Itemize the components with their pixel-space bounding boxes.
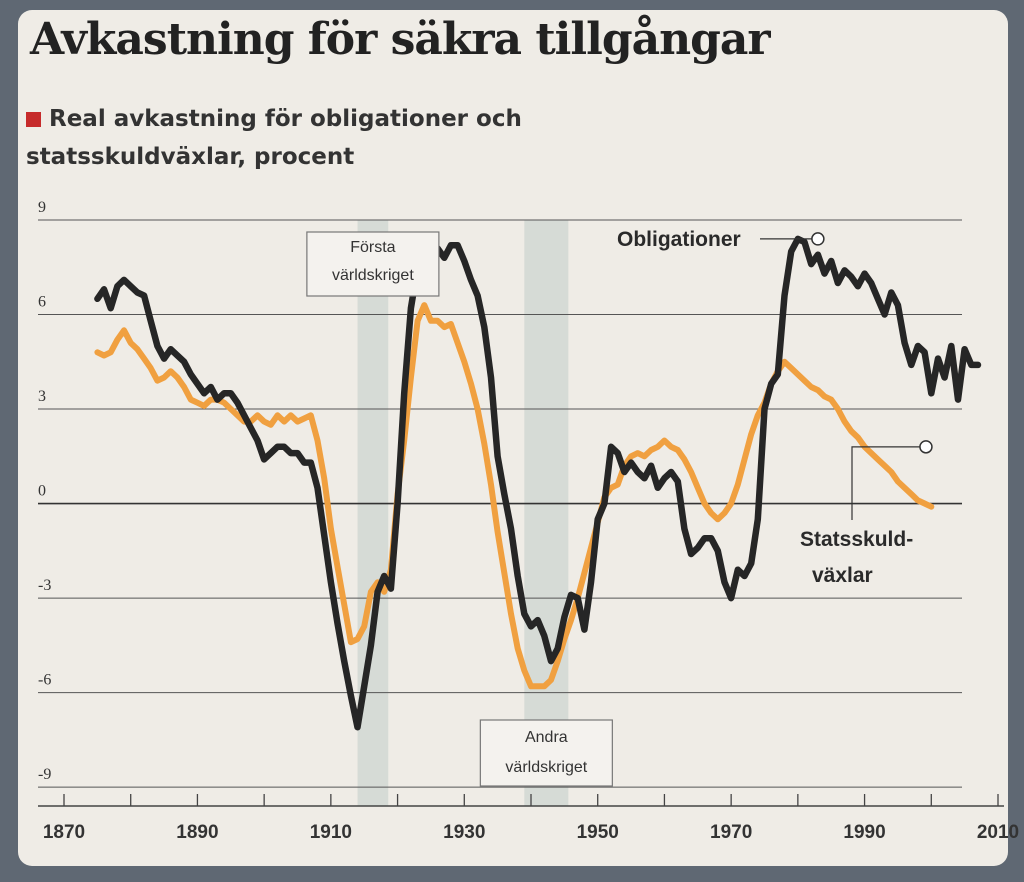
- legend-marker: [26, 112, 41, 127]
- war-label-box: [479, 719, 613, 787]
- y-tick-label: -3: [38, 577, 51, 594]
- x-tick-label: 1890: [176, 822, 218, 843]
- x-tick-label: 1910: [310, 822, 352, 843]
- obligationer-line: [94, 235, 982, 731]
- statsskuldvaxlar-label-line1: Statsskuld-: [800, 528, 913, 551]
- y-tick-label: 6: [38, 294, 46, 311]
- x-tick-label: 1870: [43, 822, 85, 843]
- x-tick-label: 2010: [977, 822, 1019, 843]
- statsskuldvaxlar-line: [94, 302, 935, 690]
- x-tick-label: 1930: [443, 822, 485, 843]
- y-tick-label: -6: [38, 672, 51, 689]
- war-label: världskriget: [505, 759, 587, 776]
- x-tick-label: 1990: [843, 822, 885, 843]
- y-tick-label: -9: [38, 766, 51, 783]
- y-tick-label: 0: [38, 483, 46, 500]
- war-band: [524, 220, 569, 806]
- statsskuldvaxlar-label-line2: växlar: [812, 564, 873, 587]
- subtitle-text: Real avkastning för obligationer och sta…: [26, 106, 522, 170]
- chart-subtitle: Real avkastning för obligationer och sta…: [26, 100, 666, 176]
- y-tick-label: 9: [38, 199, 46, 216]
- x-tick-label: 1970: [710, 822, 752, 843]
- war-label: Andra: [525, 729, 568, 746]
- war-label-box: [306, 231, 440, 297]
- x-tick-label: 1950: [577, 822, 619, 843]
- y-tick-label: 3: [38, 388, 46, 405]
- obligationer-label: Obligationer: [617, 228, 741, 251]
- obligationer-marker: [811, 232, 825, 246]
- statsskuldvaxlar-marker: [919, 440, 933, 454]
- war-label: världskriget: [332, 267, 414, 284]
- war-label: Första: [350, 239, 395, 256]
- chart-title: Avkastning för säkra tillgångar: [30, 14, 771, 65]
- statsskuldvaxlar-leader: [851, 446, 920, 520]
